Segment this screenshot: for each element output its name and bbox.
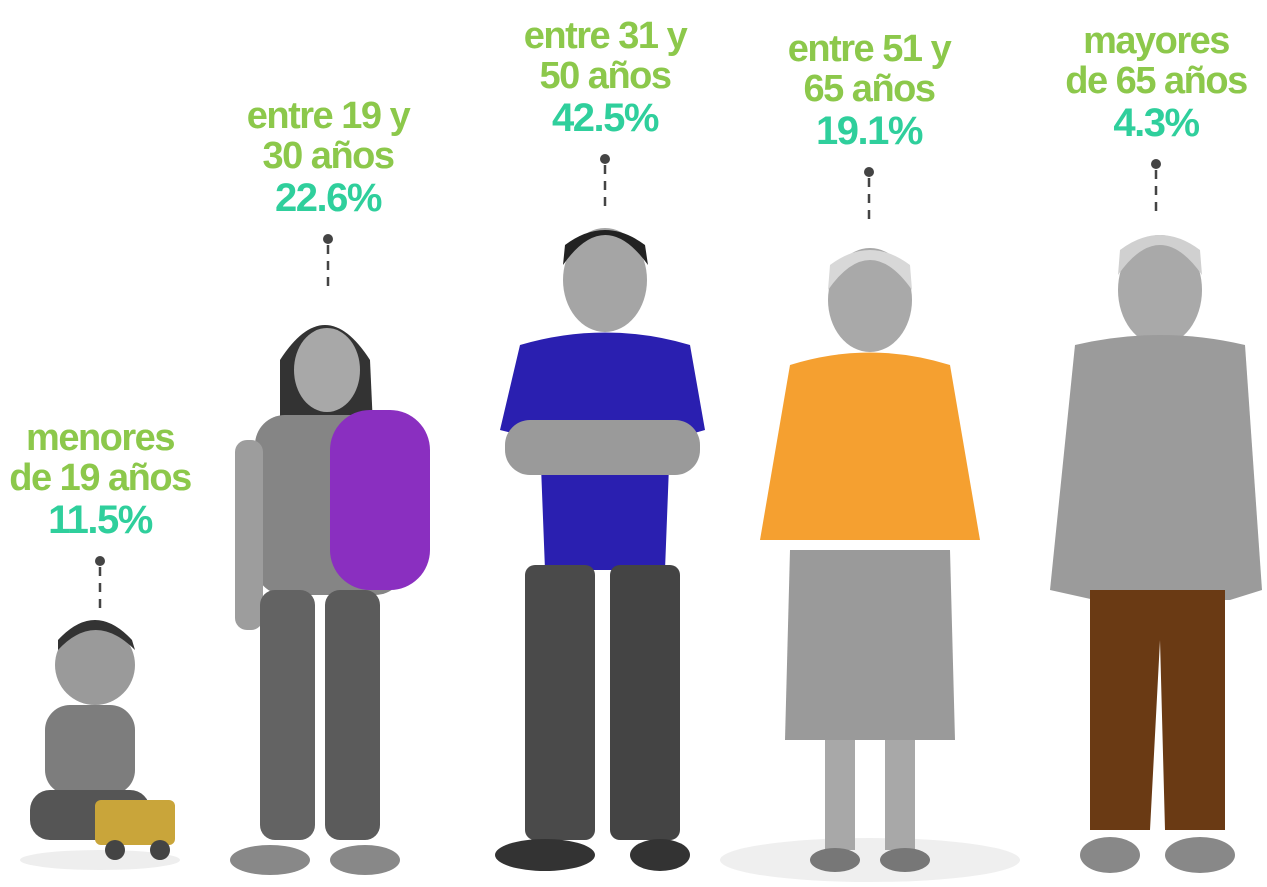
group-label: menores: [26, 417, 174, 459]
group-label: de 19 años: [9, 457, 191, 499]
young-woman-figure: [230, 325, 430, 875]
group-percent: 11.5%: [48, 498, 153, 542]
group-label: entre 31 y: [524, 15, 688, 57]
group-label: de 65 años: [1065, 60, 1247, 102]
group-label: 65 años: [803, 68, 934, 110]
group-percent: 4.3%: [1113, 101, 1199, 145]
group-label: mayores: [1083, 20, 1229, 62]
group-label: entre 19 y: [247, 95, 411, 137]
group-percent: 42.5%: [552, 96, 659, 140]
group-percent: 22.6%: [275, 176, 382, 220]
pointer-dot: [323, 234, 333, 244]
group-label: entre 51 y: [788, 28, 952, 70]
figures: [20, 228, 1262, 882]
pointer-dot: [1151, 159, 1161, 169]
older-woman-figure: [720, 248, 1020, 882]
pointer-dot: [600, 154, 610, 164]
child-figure: [20, 620, 180, 870]
group-percent: 19.1%: [816, 109, 923, 153]
pointer-dot: [95, 556, 105, 566]
man-figure: [495, 228, 705, 871]
group-label: 50 años: [539, 55, 670, 97]
older-man-figure: [1050, 235, 1262, 873]
pointer-dot: [864, 167, 874, 177]
group-label: 30 años: [262, 135, 393, 177]
